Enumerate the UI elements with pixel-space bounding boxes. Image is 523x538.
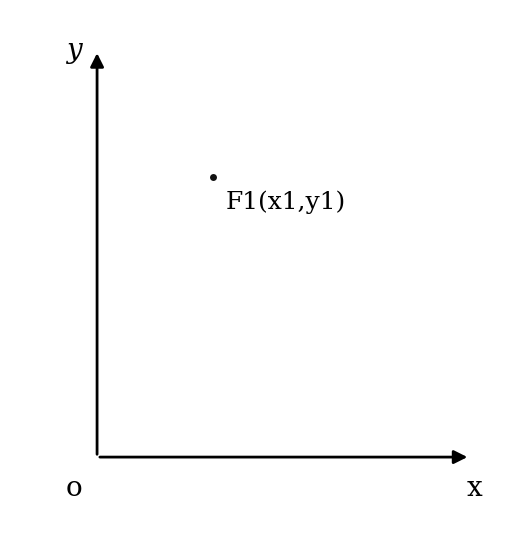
Text: x: x	[467, 475, 482, 502]
Text: o: o	[65, 475, 82, 502]
Text: F1(x1,y1): F1(x1,y1)	[226, 190, 346, 214]
Text: y: y	[66, 37, 81, 64]
